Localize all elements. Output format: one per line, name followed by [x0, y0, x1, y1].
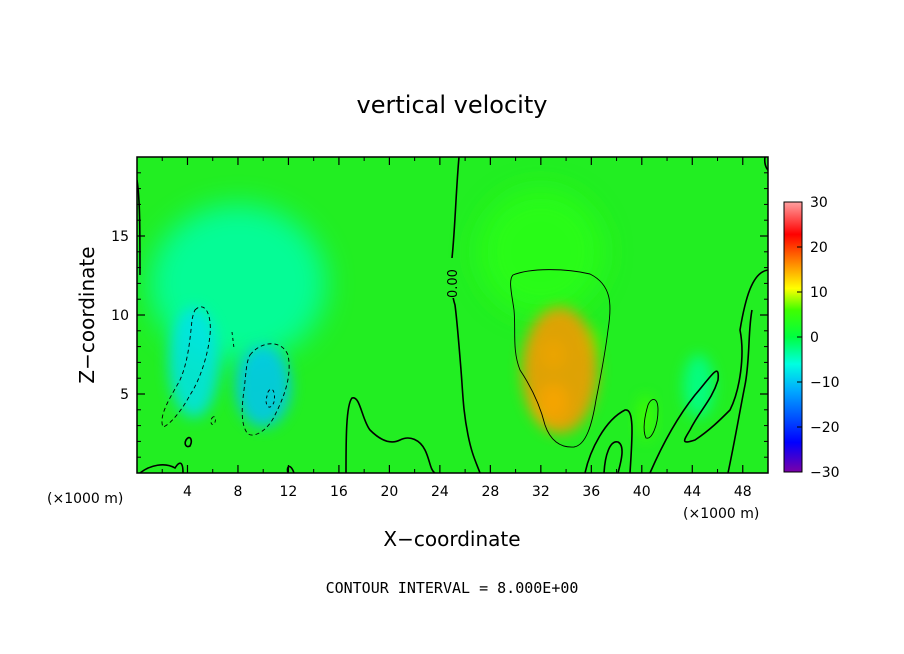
zero-contour-right-1 — [584, 409, 633, 473]
field-feature-downdraft-8 — [235, 345, 291, 428]
colorbar: 30 20 10 0 −10 −20 −30 — [783, 195, 840, 481]
colorbar-tick-label-1: 20 — [810, 240, 828, 256]
colorbar-tick-label-4: −10 — [810, 375, 840, 391]
zero-contour-center — [450, 157, 481, 473]
x-tick-label-24: 24 — [431, 484, 449, 500]
field-feature-updraft-4 — [636, 395, 655, 440]
x-tick-label-12: 12 — [280, 484, 298, 500]
contour-interval-note: CONTOUR INTERVAL = 8.000E+00 — [326, 579, 579, 597]
zero-contour-right-3 — [649, 269, 768, 473]
colorbar-tick-label-0: 30 — [810, 195, 828, 211]
negative-contour-3 — [265, 388, 275, 408]
x-tick-label-32: 32 — [532, 484, 550, 500]
x-unit-right: (×1000 m) — [683, 506, 759, 522]
colorbar-tick-label-6: −30 — [810, 465, 840, 481]
field-features — [149, 188, 714, 440]
colorbar-tick-label-5: −20 — [810, 420, 840, 436]
x-axis-ticks: 4 8 12 16 20 24 28 32 36 40 44 48 — [161, 157, 752, 500]
y-axis-ticks: 5 10 15 — [111, 172, 768, 458]
negative-contour-5 — [210, 416, 216, 425]
plot-area: 0.00 — [137, 157, 768, 473]
y-tick-label-5: 5 — [120, 387, 129, 403]
positive-contour-small — [643, 399, 659, 439]
field-feature-updraft-1 — [477, 188, 604, 315]
zero-contour-left-edge — [137, 179, 141, 276]
field-feature-updraft-9 — [521, 307, 598, 434]
x-tick-label-40: 40 — [633, 484, 651, 500]
y-tick-label-15: 15 — [111, 229, 129, 245]
zero-contour-right-2 — [603, 441, 623, 473]
zero-contour-bottom-left — [139, 462, 184, 473]
x-tick-label-8: 8 — [233, 484, 242, 500]
x-tick-label-48: 48 — [734, 484, 752, 500]
field-feature-downdraft-6 — [168, 307, 220, 418]
negative-contour-1 — [161, 306, 211, 428]
x-axis-label: X−coordinate — [383, 527, 520, 551]
contour-label-bg — [444, 258, 460, 298]
contour-label: 0.00 — [446, 269, 461, 298]
negative-contour-4 — [231, 331, 235, 349]
colorbar-ticks: 30 20 10 0 −10 −20 −30 — [797, 195, 840, 481]
x-tick-label-28: 28 — [481, 484, 499, 500]
field-feature-downdraft-0 — [683, 354, 714, 418]
contour-lines — [137, 157, 768, 473]
colorbar-tick-label-3: 0 — [810, 330, 819, 346]
x-tick-label-20: 20 — [380, 484, 398, 500]
x-tick-label-44: 44 — [683, 484, 701, 500]
y-axis-label: Z−coordinate — [75, 246, 99, 383]
x-tick-label-16: 16 — [330, 484, 348, 500]
negative-contour-2 — [241, 343, 290, 436]
positive-contour-updraft — [510, 269, 611, 448]
x-tick-label-4: 4 — [183, 484, 192, 500]
chart-title: vertical velocity — [357, 91, 548, 119]
zero-contour-right-4 — [727, 309, 753, 473]
x-unit-left: (×1000 m) — [47, 491, 123, 507]
y-tick-label-10: 10 — [111, 308, 129, 324]
x-tick-label-36: 36 — [582, 484, 600, 500]
zero-contour-blob-1 — [184, 436, 193, 448]
colorbar-tick-label-2: 10 — [810, 285, 828, 301]
